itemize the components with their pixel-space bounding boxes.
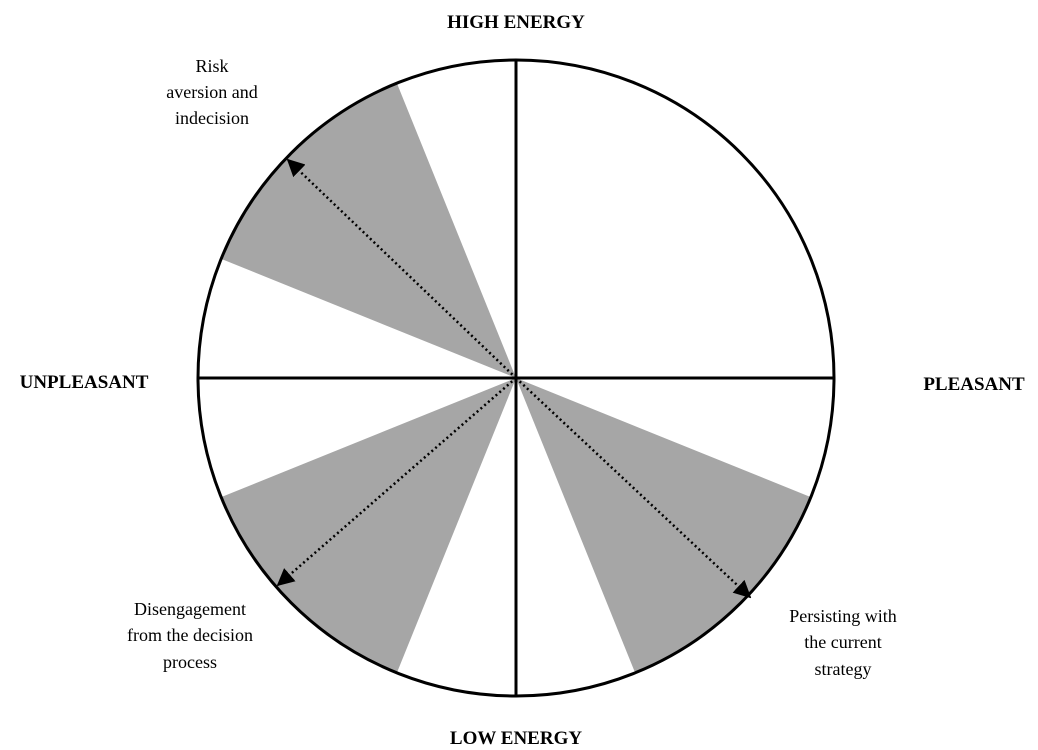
sectors [221, 83, 811, 673]
annotation-line: strategy [815, 659, 872, 679]
sector [221, 83, 516, 378]
annotation-line: Risk [195, 56, 228, 76]
annotation-line: indecision [175, 108, 249, 128]
sector [516, 378, 811, 673]
annotation-line: the current [804, 632, 881, 652]
annotation-line: from the decision [127, 625, 253, 645]
axis-label: LOW ENERGY [450, 728, 582, 749]
annotation-line: Persisting with [789, 606, 897, 626]
annotation-line: process [163, 652, 217, 672]
arrow [515, 377, 752, 599]
annotation-line: aversion and [166, 82, 257, 102]
axis-label: UNPLEASANT [20, 372, 149, 393]
sector [221, 378, 516, 673]
axis-label: HIGH ENERGY [447, 12, 585, 33]
annotation-line: Disengagement [134, 599, 246, 619]
axis-label: PLEASANT [923, 374, 1025, 395]
